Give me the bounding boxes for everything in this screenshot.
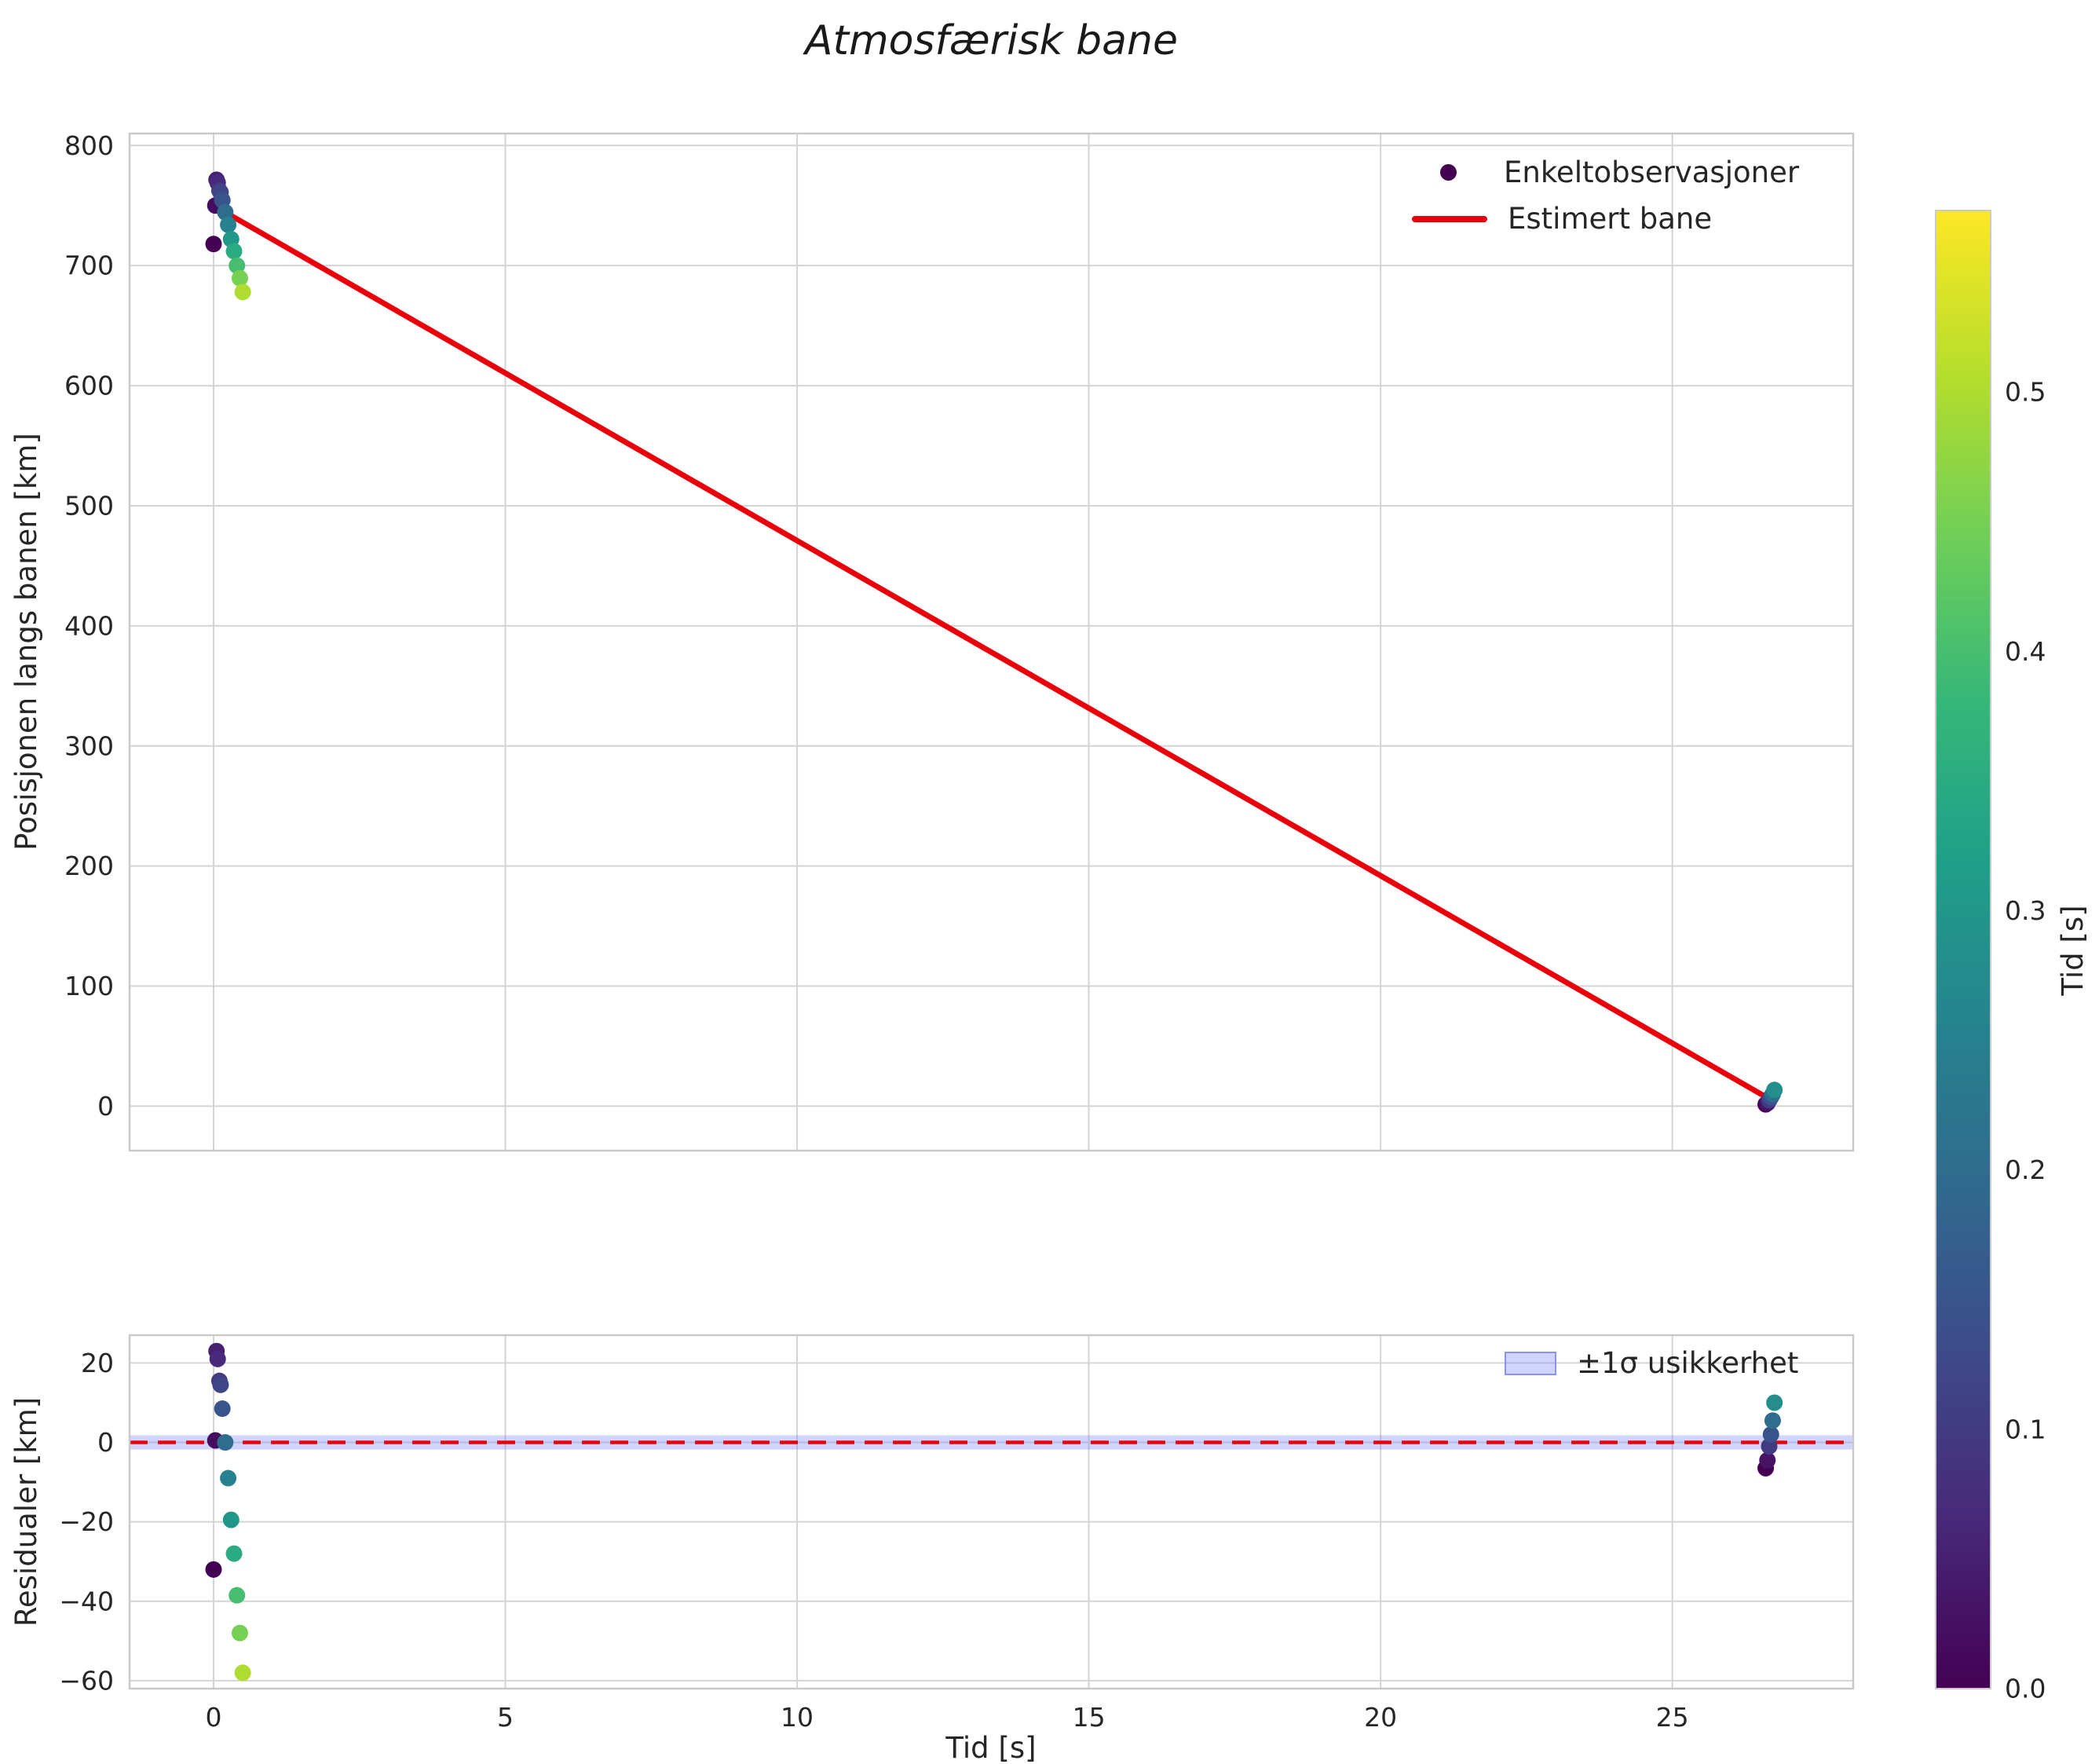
residual-point: [220, 1469, 237, 1487]
residual-point: [1766, 1394, 1783, 1411]
chart-title: Atmosfærisk bane: [805, 17, 1178, 64]
x-tick-label: 25: [1656, 1702, 1689, 1733]
y-tick-label: 200: [64, 851, 114, 881]
y-tick-label: −40: [59, 1586, 114, 1616]
y-tick-label: 20: [81, 1348, 114, 1378]
uncertainty-band-patch-icon: [1505, 1351, 1556, 1375]
x-tick-label: 20: [1364, 1702, 1397, 1733]
legend-item-fit: Estimert bane: [1412, 202, 1799, 236]
residual-point: [1759, 1451, 1776, 1469]
colorbar-tick-label: 0.4: [2005, 636, 2046, 667]
residual-point: [1762, 1425, 1779, 1443]
observation-point: [234, 284, 251, 301]
y-tick-label: 0: [97, 1091, 114, 1122]
y-tick-label: 0: [97, 1427, 114, 1458]
estimated-trajectory-line: [210, 203, 1775, 1103]
legend-item-uncertainty: ±1σ usikkerhet: [1505, 1346, 1798, 1380]
x-tick-label: 10: [781, 1702, 814, 1733]
colorbar-tick-label: 0.5: [2005, 377, 2046, 408]
y-tick-label: −20: [59, 1506, 114, 1537]
y-tick-label: 300: [64, 730, 114, 761]
residual-point: [229, 1587, 246, 1604]
observation-point: [217, 203, 234, 221]
residual-point: [214, 1400, 231, 1418]
y-tick-label: −60: [59, 1665, 114, 1696]
residual-point: [217, 1434, 234, 1451]
legend-label-observations: Enkeltobservasjoner: [1504, 156, 1800, 189]
y-tick-label: 400: [64, 610, 114, 641]
observation-point: [231, 269, 248, 287]
colorbar-tick-label: 0.1: [2005, 1414, 2046, 1444]
bottom-legend: ±1σ usikkerhet: [1505, 1346, 1798, 1380]
observation-point: [225, 243, 243, 260]
observation-point: [220, 216, 237, 233]
top-legend: Enkeltobservasjoner Estimert bane: [1412, 156, 1799, 236]
colorbar-tick-label: 0.0: [2005, 1674, 2046, 1704]
top-axes: 0 100 200 300 400 500 600 700 800: [64, 130, 1855, 1152]
fit-line-marker-icon: [1412, 215, 1487, 222]
residual-point: [225, 1545, 243, 1562]
x-axis-label: Tid [s]: [945, 1731, 1036, 1764]
legend-label-uncertainty: ±1σ usikkerhet: [1577, 1346, 1799, 1380]
y-tick-label: 600: [64, 371, 114, 401]
axes-background: [130, 1335, 1853, 1689]
residual-point: [222, 1511, 240, 1528]
x-tick-label: 15: [1073, 1702, 1106, 1733]
scatter-marker-icon: [1440, 164, 1457, 181]
observation-point: [1766, 1081, 1783, 1099]
bottom-y-axis-label: Residualer [km]: [9, 1397, 43, 1627]
colorbar: 0.0 0.1 0.2 0.3 0.4 0.5: [1935, 210, 2046, 1704]
residual-point: [209, 1350, 226, 1367]
y-tick-label: 500: [64, 490, 114, 521]
residual-point: [205, 1561, 222, 1578]
y-tick-label: 800: [64, 130, 114, 161]
top-y-axis-label: Posisjonen langs banen [km]: [9, 433, 43, 851]
colorbar-gradient: [1935, 210, 1991, 1689]
observation-point: [205, 236, 222, 253]
axes-frame: [128, 132, 1855, 1152]
x-tick-label: 5: [497, 1702, 514, 1733]
colorbar-label: Tid [s]: [2056, 905, 2090, 996]
axes-frame: [128, 1334, 1855, 1690]
residual-point: [234, 1664, 251, 1682]
y-tick-label: 100: [64, 971, 114, 1001]
bottom-axes: −60 −40 −20 0 20 0 5 10 15 20 25: [59, 1334, 1855, 1733]
residual-point: [231, 1624, 248, 1641]
x-tick-label: 0: [206, 1702, 222, 1733]
residual-point: [212, 1376, 229, 1393]
y-tick-label: 700: [64, 251, 114, 281]
observation-point: [229, 257, 246, 274]
colorbar-tick-label: 0.3: [2005, 895, 2046, 926]
legend-label-fit: Estimert bane: [1508, 202, 1713, 236]
colorbar-tick-label: 0.2: [2005, 1155, 2046, 1185]
residual-point: [1764, 1412, 1781, 1429]
legend-item-observations: Enkeltobservasjoner: [1412, 156, 1799, 189]
